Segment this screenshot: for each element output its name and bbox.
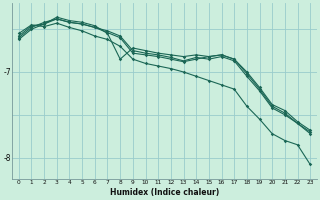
X-axis label: Humidex (Indice chaleur): Humidex (Indice chaleur) [110, 188, 219, 197]
